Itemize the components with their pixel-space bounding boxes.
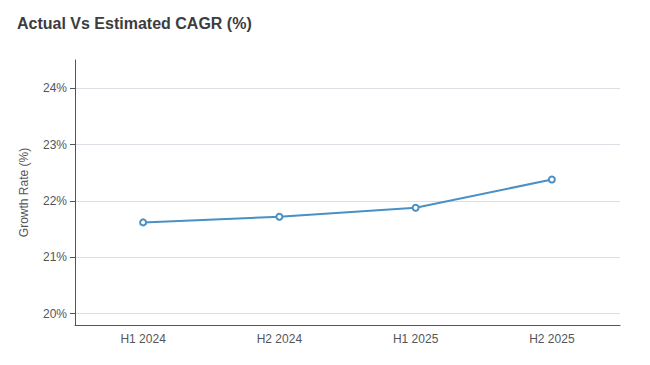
- svg-text:Growth Rate (%): Growth Rate (%): [17, 148, 31, 237]
- svg-text:H2 2024: H2 2024: [257, 332, 303, 346]
- svg-text:22%: 22%: [43, 194, 67, 208]
- svg-text:H1 2024: H1 2024: [120, 332, 166, 346]
- svg-text:21%: 21%: [43, 250, 67, 264]
- svg-text:23%: 23%: [43, 138, 67, 152]
- svg-text:24%: 24%: [43, 81, 67, 95]
- svg-text:H2 2025: H2 2025: [529, 332, 575, 346]
- svg-text:20%: 20%: [43, 307, 67, 321]
- svg-text:Actual Vs Estimated CAGR (%): Actual Vs Estimated CAGR (%): [17, 15, 252, 32]
- svg-text:H1 2025: H1 2025: [393, 332, 439, 346]
